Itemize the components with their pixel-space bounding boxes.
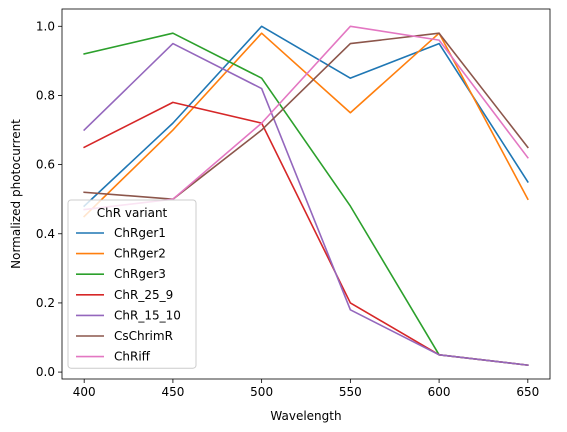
y-axis: 0.0 0.2 0.4 0.6 0.8 1.0 [36,19,62,379]
plot-frame [61,8,551,380]
x-tick-label: 400 [73,385,96,399]
y-tick-label: 0.2 [36,296,55,310]
x-tick-label: 650 [516,385,539,399]
y-tick-label: 1.0 [36,19,55,33]
series-line-chr-15-10 [83,42,529,367]
series-layer [83,25,529,367]
legend: ChR variant ChRger1 ChRger2 ChRger3 ChR_25_… [67,199,197,369]
legend-label: ChRger1 [114,226,166,240]
legend-label: ChRiff [114,350,151,364]
series-line-chrger1 [83,25,529,208]
legend-items: ChRger1 ChRger2 ChRger3 ChR_25_9 ChR_15_10 Cs… [76,226,181,364]
series-line-cschrimr [83,32,529,200]
x-tick-label: 600 [428,385,451,399]
x-axis-label: Wavelength [270,409,341,423]
legend-label: ChR_25_9 [114,288,173,302]
y-tick-label: 0.8 [36,88,55,102]
legend-label: ChR_15_10 [114,308,181,322]
legend-box [67,199,197,369]
y-tick-label: 0.4 [36,227,55,241]
legend-title: ChR variant [97,206,168,220]
legend-label: CsChrimR [114,329,173,343]
x-tick-label: 550 [339,385,362,399]
legend-label: ChRger3 [114,267,166,281]
x-tick-label: 500 [250,385,273,399]
y-axis-label: Normalized photocurrent [9,119,23,269]
y-tick-label: 0.0 [36,365,55,379]
x-tick-label: 450 [161,385,184,399]
y-tick-label: 0.6 [36,158,55,172]
legend-label: ChRger2 [114,247,166,261]
x-axis: 400 450 500 550 600 650 [73,379,539,399]
